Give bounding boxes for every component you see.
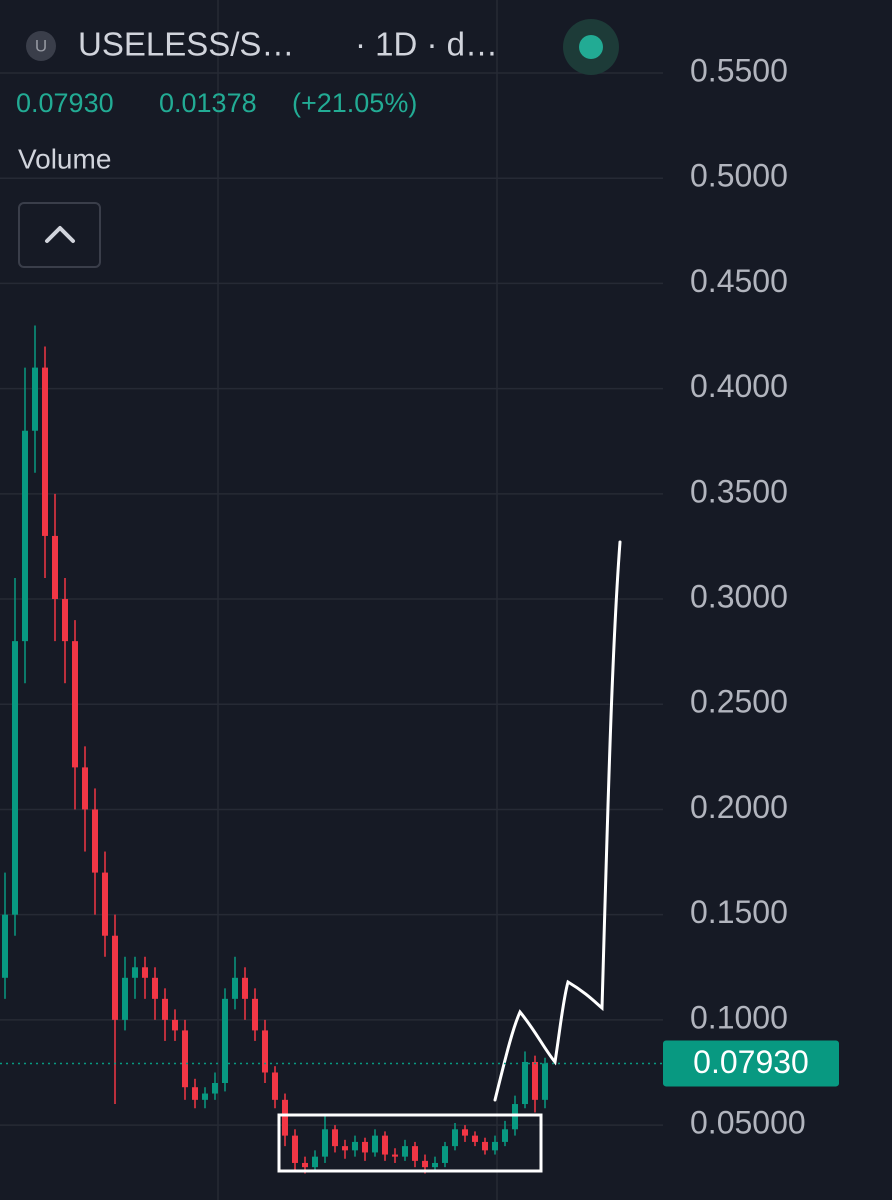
last-price-label: 0.07930: [693, 1044, 809, 1080]
candle-body: [222, 998, 228, 1084]
y-tick-label: 0.4500: [690, 263, 788, 299]
symbol-icon-letter: U: [35, 36, 47, 55]
candle-body: [282, 1099, 288, 1136]
y-tick-label: 0.05000: [690, 1105, 806, 1141]
symbol-icon: [26, 31, 56, 61]
candle-body: [62, 599, 68, 642]
candle-body: [92, 809, 98, 873]
candle-body: [12, 641, 18, 915]
candle-body: [442, 1146, 448, 1163]
candle-body: [332, 1129, 338, 1147]
y-tick-label: 0.4000: [690, 368, 788, 404]
price-axis: 0.05000 0.1000 0.1500 0.2000 0.2500 0.3000 0.3…: [690, 52, 806, 1140]
candle-body: [182, 1030, 188, 1088]
change-pct: (+21.05%): [292, 88, 417, 118]
y-tick-label: 0.5000: [690, 158, 788, 194]
candle-body: [512, 1104, 518, 1130]
interval[interactable]: · 1D · d…: [355, 26, 498, 63]
candle-body: [322, 1129, 328, 1157]
status-dot: [579, 35, 603, 59]
y-tick-label: 0.1000: [690, 999, 788, 1035]
candle-body: [482, 1141, 488, 1151]
candle-body: [212, 1083, 218, 1094]
candle-body: [112, 935, 118, 1020]
candle-body: [192, 1087, 198, 1100]
candle-body: [312, 1156, 318, 1168]
candle-body: [392, 1154, 398, 1157]
candle-body: [522, 1061, 528, 1105]
candle-body: [102, 872, 108, 936]
symbol[interactable]: USELESS/S…: [78, 26, 294, 63]
candles: [2, 325, 548, 1174]
candle-body: [532, 1061, 538, 1100]
candle-body: [202, 1093, 208, 1100]
candle-body: [172, 1019, 178, 1031]
candle-body: [412, 1146, 418, 1161]
candle-body: [82, 767, 88, 810]
candle-body: [262, 1030, 268, 1073]
drawn-box: [277, 1113, 543, 1173]
candle-body: [462, 1129, 468, 1136]
candle-body: [352, 1141, 358, 1151]
collapse-icon: [45, 226, 75, 243]
candle-body: [492, 1141, 498, 1151]
candle-body: [22, 430, 28, 642]
candle-body: [452, 1129, 458, 1147]
y-tick-label: 0.2000: [690, 789, 788, 825]
candle-body: [252, 998, 258, 1031]
drawn-line: [493, 540, 622, 1102]
candle-body: [52, 535, 58, 600]
y-tick-label: 0.5500: [690, 52, 788, 88]
candle-body: [162, 998, 168, 1020]
y-tick-label: 0.3000: [690, 579, 788, 615]
grid: [0, 72, 663, 1126]
candle-body: [542, 1063, 548, 1100]
candle-body: [502, 1129, 508, 1142]
candle-body: [122, 977, 128, 1020]
candle-body: [2, 914, 8, 978]
last-price-box: [663, 1040, 839, 1087]
candle-body: [232, 977, 238, 999]
candle-body: [402, 1146, 408, 1157]
candle-body: [242, 977, 248, 999]
header: U USELESS/S… · 1D · d… 0.07930 0.01378 (…: [16, 19, 619, 268]
candle-body: [362, 1141, 368, 1153]
candle-body: [372, 1135, 378, 1153]
y-tick-label: 0.3500: [690, 473, 788, 509]
indicator[interactable]: Volume: [18, 143, 111, 174]
last-price: 0.07930: [16, 88, 114, 118]
candle-body: [272, 1072, 278, 1100]
price-tag: 0.07930: [0, 1040, 839, 1087]
candle-body: [382, 1135, 388, 1155]
candle-body: [32, 367, 38, 431]
candle-body: [72, 641, 78, 768]
change: 0.01378: [159, 88, 257, 118]
y-tick-label: 0.1500: [690, 894, 788, 930]
candle-body: [132, 967, 138, 978]
drawings: [277, 540, 622, 1173]
candle-body: [472, 1135, 478, 1142]
candle-body: [292, 1135, 298, 1163]
collapse-button[interactable]: [18, 202, 101, 268]
candle-body: [302, 1162, 308, 1168]
candle-body: [42, 367, 48, 536]
candle-body: [432, 1162, 438, 1168]
candle-body: [422, 1160, 428, 1168]
candle-body: [142, 967, 148, 978]
candle-body: [342, 1146, 348, 1151]
y-tick-label: 0.2500: [690, 684, 788, 720]
candle-body: [152, 977, 158, 999]
